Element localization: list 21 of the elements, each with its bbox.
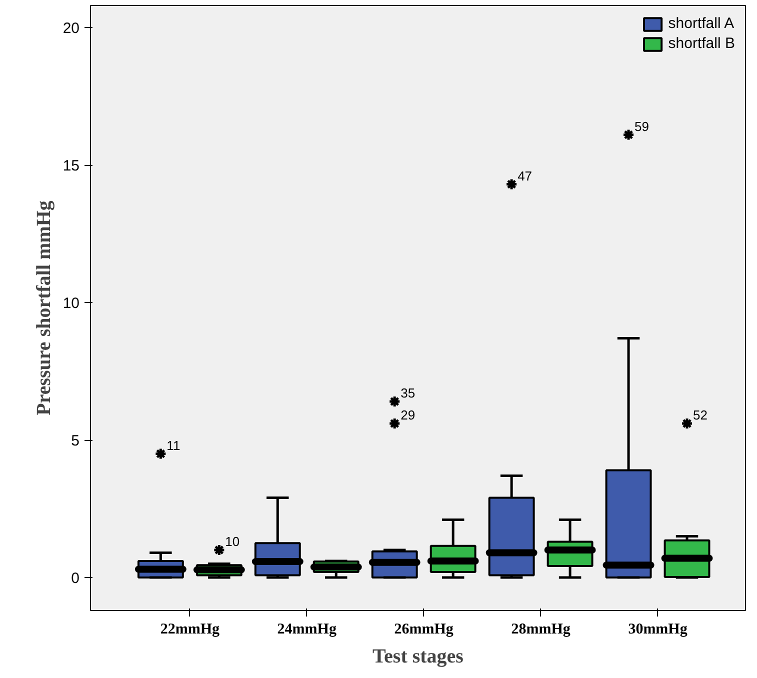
y-tick-label: 20 [62,20,80,37]
annotation: 10 [225,534,240,549]
annotation: 11 [166,438,180,453]
x-axis-title: Test stages [372,646,464,668]
legend-label: shortfall B [668,35,735,52]
y-axis-title: Pressure shortfall mmHg [32,200,55,416]
x-tick-label: 30mmHg [628,622,688,638]
annotation: 47 [518,168,532,184]
x-tick-label: 26mmHg [394,622,454,638]
annotation: 52 [693,408,708,422]
annotation: 35 [400,386,416,400]
annotation: 29 [400,408,416,422]
annotation: 59 [634,118,650,134]
x-tick-label: 28mmHg [511,622,571,638]
x-tick-label: 22mmHg [160,622,220,638]
x-tick-label: 24mmHg [277,622,337,638]
legend-label: shortfall A [668,15,734,32]
y-tick-label: 0 [71,570,80,587]
y-tick-label: 5 [71,432,80,450]
y-tick-label: 15 [62,158,80,174]
y-tick-label: 10 [62,295,80,312]
